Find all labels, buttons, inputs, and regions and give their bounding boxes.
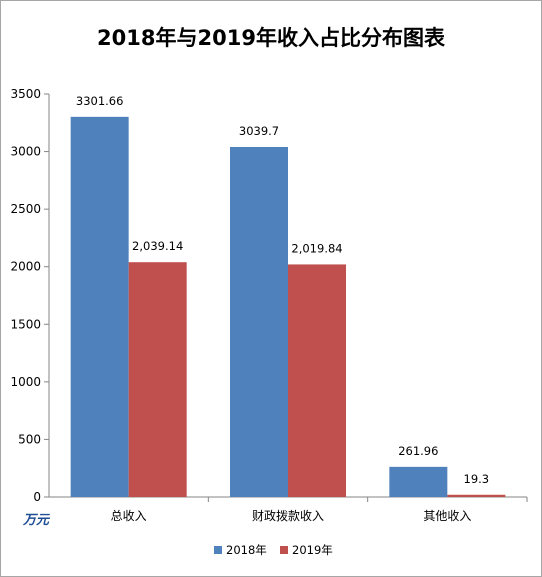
y-tick-label: 0	[33, 490, 41, 504]
bar-2019-2	[447, 494, 506, 497]
category-labels: 总收入 财政拨款收入 其他收入	[111, 497, 528, 523]
category-label: 总收入	[111, 509, 147, 523]
bar-2018-1	[230, 147, 288, 498]
data-labels: 3301.66 2,039.14 3039.7 2,019.84 261.96 19.3	[76, 94, 489, 486]
category-label: 财政拨款收入	[252, 509, 324, 523]
y-tick-label: 2500	[10, 202, 41, 216]
legend-entry: 2019年	[292, 543, 333, 557]
y-tick-label: 3500	[10, 87, 41, 101]
legend-swatch	[280, 546, 288, 554]
y-tick-label: 2000	[10, 260, 41, 274]
data-label: 2,019.84	[291, 241, 342, 255]
data-label: 261.96	[398, 444, 438, 458]
bar-2018-0	[70, 116, 129, 497]
y-axis-ticks: 0 500 1000 1500 2000 2500 3000 3500	[10, 87, 49, 504]
bar-2019-0	[128, 262, 187, 497]
y-tick-label: 1000	[10, 375, 41, 389]
legend-swatch	[214, 546, 222, 554]
chart-title: 2018年与2019年收入占比分布图表	[97, 26, 446, 50]
legend: 2018年 2019年	[214, 543, 333, 557]
unit-label: 万元	[22, 513, 51, 528]
data-label: 19.3	[464, 472, 490, 486]
bar-2018-2	[389, 466, 448, 497]
bars	[70, 116, 506, 498]
y-tick-label: 1500	[10, 317, 41, 331]
y-tick-label: 500	[18, 432, 41, 446]
bar-2019-1	[288, 264, 346, 497]
data-label: 3039.7	[239, 124, 279, 138]
y-tick-label: 3000	[10, 145, 41, 159]
category-label: 其他收入	[423, 509, 471, 523]
data-label: 3301.66	[76, 94, 124, 108]
legend-entry: 2018年	[226, 543, 267, 557]
data-label: 2,039.14	[132, 239, 183, 253]
